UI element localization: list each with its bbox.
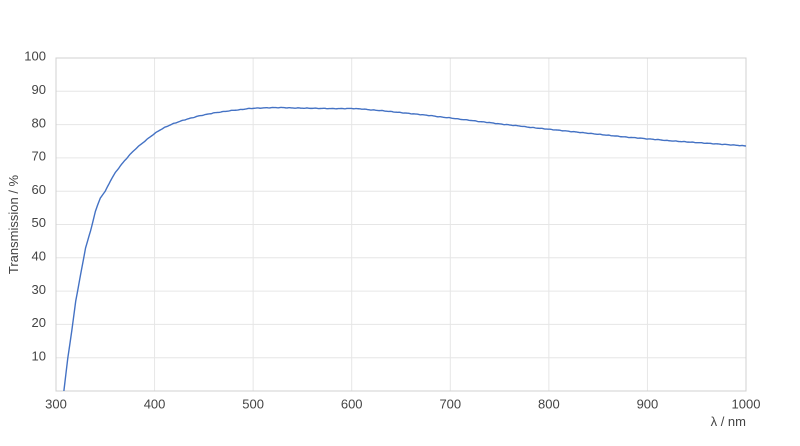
svg-text:20: 20 [32, 315, 46, 330]
svg-text:30: 30 [32, 282, 46, 297]
svg-text:80: 80 [32, 115, 46, 130]
svg-text:60: 60 [32, 182, 46, 197]
svg-text:1000: 1000 [732, 397, 761, 412]
svg-text:800: 800 [538, 397, 560, 412]
svg-text:700: 700 [439, 397, 461, 412]
svg-text:10: 10 [32, 348, 46, 363]
svg-text:300: 300 [45, 397, 67, 412]
svg-text:600: 600 [341, 397, 363, 412]
svg-text:90: 90 [32, 82, 46, 97]
svg-text:Transmission / %: Transmission / % [6, 174, 21, 274]
svg-text:λ / nm: λ / nm [711, 414, 746, 429]
svg-text:900: 900 [637, 397, 659, 412]
svg-text:500: 500 [242, 397, 264, 412]
svg-text:400: 400 [144, 397, 166, 412]
svg-text:40: 40 [32, 249, 46, 264]
svg-text:70: 70 [32, 149, 46, 164]
svg-text:50: 50 [32, 215, 46, 230]
svg-text:100: 100 [24, 49, 46, 64]
